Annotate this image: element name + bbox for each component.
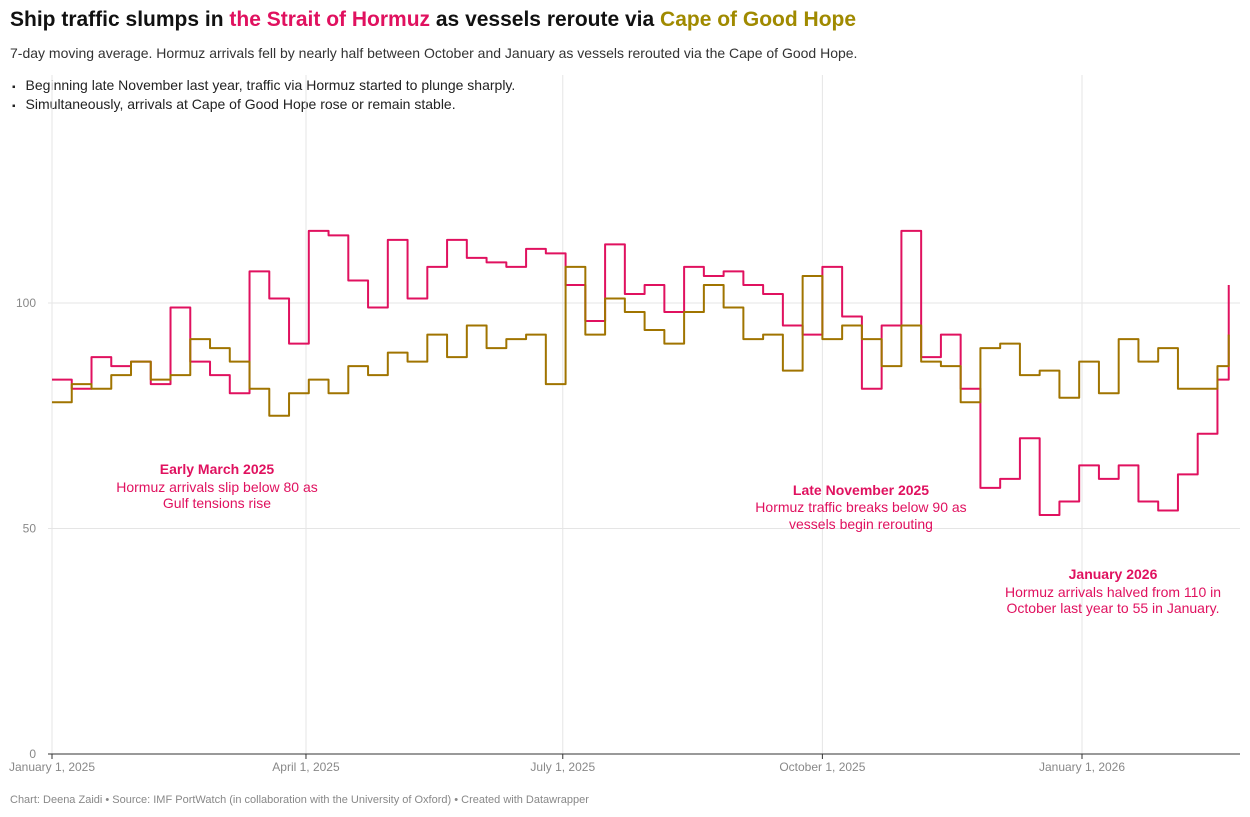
annotation-title: Late November 2025 bbox=[793, 482, 929, 498]
x-tick-label: April 1, 2025 bbox=[272, 760, 340, 774]
title-cape: Cape of Good Hope bbox=[660, 8, 857, 31]
chart-subtitle: 7-day moving average. Hormuz arrivals fe… bbox=[10, 45, 858, 61]
title-text-mid: as vessels reroute via bbox=[430, 8, 661, 31]
title-text: Ship traffic slumps in bbox=[10, 8, 230, 31]
annotation-text: vessels begin rerouting bbox=[789, 516, 933, 532]
title-hormuz: the Strait of Hormuz bbox=[229, 8, 431, 31]
annotation-text: Gulf tensions rise bbox=[163, 495, 271, 511]
bullet-item: Beginning late November last year, traff… bbox=[12, 77, 516, 96]
x-tick-label: January 1, 2025 bbox=[9, 760, 95, 774]
bullet-item: Simultaneously, arrivals at Cape of Good… bbox=[12, 96, 515, 115]
x-tick-label: October 1, 2025 bbox=[779, 760, 865, 774]
y-tick-label: 50 bbox=[23, 522, 37, 536]
annotation-text: Hormuz arrivals halved from 110 in bbox=[1005, 584, 1221, 600]
annotation-title: Early March 2025 bbox=[160, 461, 275, 477]
x-tick-label: July 1, 2025 bbox=[530, 760, 595, 774]
chart-title: Ship traffic slumps in the Strait of Hor… bbox=[10, 8, 856, 32]
annotation-text: October last year to 55 in January. bbox=[1007, 600, 1220, 616]
y-tick-label: 100 bbox=[16, 296, 36, 310]
annotation-text: Hormuz arrivals slip below 80 as bbox=[116, 479, 318, 495]
annotation-text: Hormuz traffic breaks below 90 as bbox=[755, 499, 966, 515]
bullet-list: Beginning late November last year, traff… bbox=[12, 77, 516, 115]
y-tick-label: 0 bbox=[29, 747, 36, 761]
x-tick-label: January 1, 2026 bbox=[1039, 760, 1125, 774]
chart-footer: Chart: Deena Zaidi • Source: IMF PortWat… bbox=[10, 794, 589, 806]
annotation-title: January 2026 bbox=[1069, 566, 1158, 582]
series-line-cape bbox=[52, 265, 1230, 417]
